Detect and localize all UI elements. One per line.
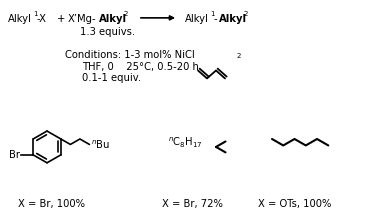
Text: Alkyl: Alkyl [99, 14, 127, 24]
Text: THF, 0    25°C, 0.5-20 h: THF, 0 25°C, 0.5-20 h [82, 62, 199, 72]
Text: Alkyl: Alkyl [185, 14, 209, 24]
Text: Br: Br [9, 150, 20, 160]
Text: 1: 1 [33, 11, 37, 17]
Text: X = Br, 100%: X = Br, 100% [18, 199, 85, 208]
Text: -X: -X [37, 14, 47, 24]
Text: 2: 2 [244, 11, 249, 17]
Text: $^n$C$_8$H$_{17}$: $^n$C$_8$H$_{17}$ [168, 136, 203, 150]
Text: 1: 1 [210, 11, 214, 17]
Text: 2: 2 [124, 11, 128, 17]
Text: Alkyl: Alkyl [8, 14, 32, 24]
Text: -: - [214, 14, 218, 24]
Text: Alkyl: Alkyl [219, 14, 247, 24]
Text: 1.3 equivs.: 1.3 equivs. [80, 27, 135, 37]
Text: +: + [57, 14, 66, 24]
Text: 0.1-1 equiv.: 0.1-1 equiv. [82, 73, 141, 84]
Text: $^n$Bu: $^n$Bu [92, 138, 111, 151]
Text: X = Br, 72%: X = Br, 72% [162, 199, 223, 208]
Text: 2: 2 [237, 53, 241, 59]
Text: X = OTs, 100%: X = OTs, 100% [258, 199, 331, 208]
Text: X’Mg-: X’Mg- [68, 14, 97, 24]
Text: Conditions: 1-3 mol% NiCl: Conditions: 1-3 mol% NiCl [65, 50, 195, 60]
